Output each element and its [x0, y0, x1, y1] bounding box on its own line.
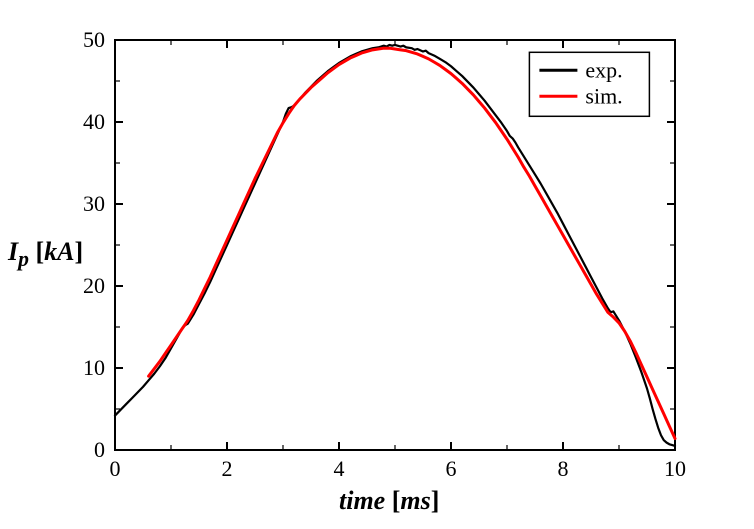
- y-tick-label: 30: [83, 191, 105, 216]
- x-tick-label: 6: [446, 456, 457, 481]
- x-axis-label: time: [339, 486, 385, 515]
- y-axis-unit-open: [: [35, 237, 44, 266]
- x-tick-label: 4: [334, 456, 345, 481]
- y-axis-subscript: p: [18, 247, 29, 271]
- y-tick-label: 40: [83, 109, 105, 134]
- y-tick-label: 10: [83, 355, 105, 380]
- x-tick-label: 10: [664, 456, 686, 481]
- x-axis-title: time [ms]: [339, 486, 439, 516]
- y-axis-title: Ip [kA]: [8, 237, 83, 272]
- y-axis-unit-close: ]: [74, 237, 83, 266]
- chart-svg: 0 2 4 6 8 10 0 10 20 30 40 50 exp.sim.: [0, 0, 754, 529]
- y-axis-label: I: [8, 237, 18, 266]
- x-axis-unit: ms: [400, 486, 430, 515]
- x-axis-unit-close: ]: [431, 486, 440, 515]
- x-tick-label: 0: [110, 456, 121, 481]
- chart-container: 0 2 4 6 8 10 0 10 20 30 40 50 exp.sim.: [0, 0, 754, 529]
- y-tick-label: 0: [94, 437, 105, 462]
- legend-label: exp.: [585, 57, 622, 82]
- legend-label: sim.: [585, 83, 622, 108]
- x-tick-label: 2: [222, 456, 233, 481]
- y-tick-label: 20: [83, 273, 105, 298]
- y-axis-unit: kA: [44, 237, 74, 266]
- x-tick-label: 8: [558, 456, 569, 481]
- y-tick-label: 50: [83, 27, 105, 52]
